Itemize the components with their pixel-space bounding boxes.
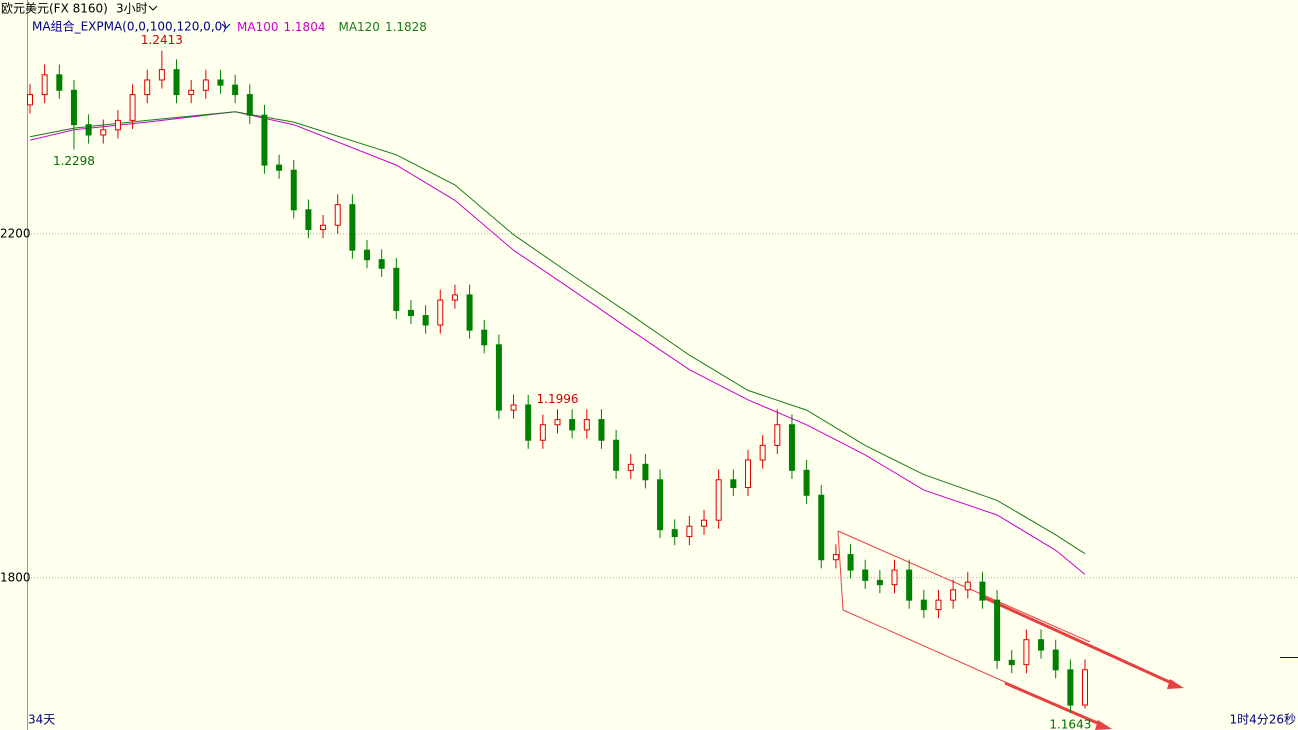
candle-body <box>657 479 664 531</box>
extreme-label: 1.1996 <box>537 392 579 406</box>
candle-body <box>232 84 239 96</box>
extreme-label: 1.2298 <box>53 154 95 168</box>
candle-body <box>730 479 737 489</box>
candle-body <box>1038 639 1045 651</box>
candle-body <box>686 525 693 538</box>
extreme-label: 1.2413 <box>141 33 183 47</box>
candle-body <box>642 463 649 481</box>
footer-left: 34天 <box>28 713 55 727</box>
candle-body <box>129 94 136 121</box>
candle-body <box>188 89 195 96</box>
candle-body <box>114 119 121 131</box>
chart-title: 欧元美元(FX 8160) <box>1 2 108 16</box>
candle-body <box>583 419 590 431</box>
candle-body <box>276 164 283 171</box>
candle-body <box>202 79 209 91</box>
candle-body <box>451 294 458 301</box>
candle-body <box>70 89 77 126</box>
candle-body <box>56 74 63 91</box>
candle-body <box>246 94 253 116</box>
candle-body <box>891 569 898 586</box>
candle-body <box>158 69 165 81</box>
indicator[interactable]: MA组合_EXPMA(0,0,100,120,0,0) <box>32 19 227 34</box>
candle-body <box>876 579 883 586</box>
legend-entry: MA100 1.1804 <box>237 20 325 34</box>
candle-body <box>407 309 414 317</box>
candle-body <box>349 204 356 251</box>
candle-body <box>906 569 913 601</box>
candle-body <box>759 444 766 461</box>
candle-body <box>627 463 634 471</box>
ma-line <box>29 111 1086 555</box>
channel <box>837 530 1184 730</box>
candle-body <box>598 419 605 441</box>
extreme-label: 1.1643 <box>1049 717 1091 730</box>
candle-body <box>613 439 620 471</box>
candle-body <box>393 267 400 311</box>
ma-line <box>29 111 1086 575</box>
candle-body <box>715 479 722 521</box>
candle-body <box>964 581 971 591</box>
candle-body <box>1067 669 1074 706</box>
period[interactable]: 3小时 <box>116 2 148 16</box>
candle-body <box>1008 659 1015 666</box>
candle-body <box>979 581 986 601</box>
legend-name: MA100 <box>237 20 278 34</box>
candle-body <box>481 329 488 346</box>
candle-body <box>378 259 385 269</box>
dropdown-icon[interactable] <box>221 23 231 29</box>
legend-value: 1.1828 <box>385 20 427 34</box>
candle-body <box>744 459 751 489</box>
candle-body <box>1023 639 1030 666</box>
candle-body <box>832 554 839 561</box>
candle-body <box>305 209 312 231</box>
candle-body <box>950 589 957 601</box>
candle-body <box>261 114 268 166</box>
candle-body <box>217 79 224 86</box>
candle-body <box>27 94 33 106</box>
candle-body <box>173 69 180 96</box>
candle-body <box>701 519 708 527</box>
candle-body <box>935 599 942 611</box>
candle-body <box>100 129 107 136</box>
candle-body <box>85 124 92 136</box>
candle-body <box>41 74 48 96</box>
candle-body <box>994 599 1001 661</box>
legend-value: 1.1804 <box>283 20 325 34</box>
candle-body <box>1052 649 1059 671</box>
dropdown-icon[interactable] <box>148 5 158 11</box>
legend-name: MA120 <box>338 20 379 34</box>
candle-body <box>554 419 561 426</box>
candle-body <box>144 79 151 96</box>
candle-body <box>803 469 810 496</box>
candle-body <box>510 404 517 411</box>
candle-body <box>466 294 473 331</box>
candle-body <box>437 299 444 326</box>
candle-body <box>569 419 576 431</box>
candle-body <box>334 204 341 226</box>
candle-body <box>774 424 781 446</box>
y-tick-label: 2200 <box>0 226 31 240</box>
y-tick-label: 1800 <box>0 570 31 584</box>
candle-body <box>671 529 678 538</box>
candle-body <box>422 315 429 326</box>
candle-body <box>525 404 532 441</box>
candle-body <box>788 424 795 471</box>
candle-body <box>290 169 297 211</box>
candle-body <box>847 554 854 571</box>
candle-body <box>1082 669 1088 706</box>
candle-body <box>364 249 371 261</box>
candle-body <box>818 494 825 561</box>
candle-body <box>920 599 927 611</box>
candle-body <box>539 424 546 441</box>
footer-right: 1时4分26秒 <box>1229 713 1296 727</box>
candle-body <box>320 224 327 231</box>
legend-entry: MA120 1.1828 <box>338 20 426 34</box>
candle-body <box>862 569 869 581</box>
candle-body <box>495 344 502 411</box>
